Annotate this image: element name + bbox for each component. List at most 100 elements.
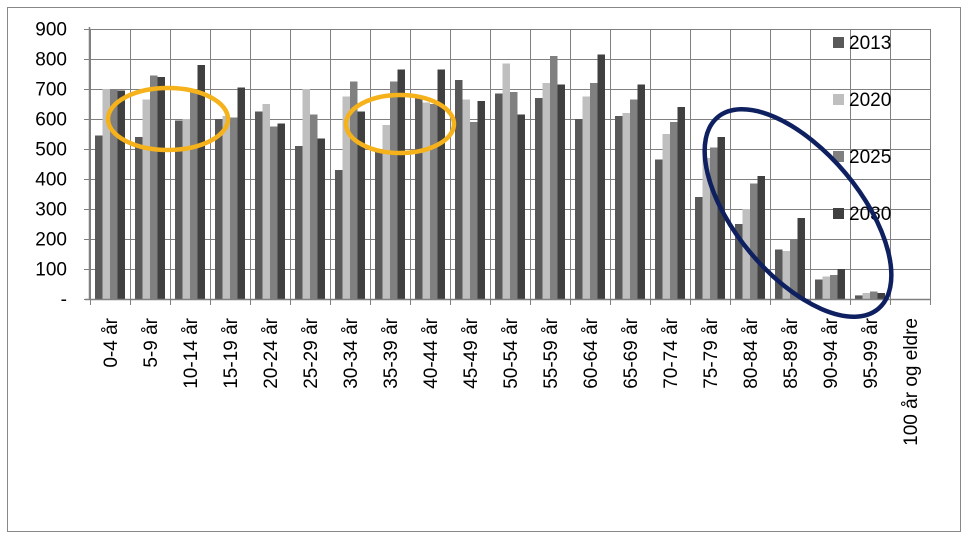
bar-2013-18 [815,279,823,299]
x-tick-label: 25-29 år [301,317,322,388]
bar-2030-6 [357,111,365,299]
bar-2025-2 [190,92,198,299]
bar-2025-3 [230,117,238,299]
bar-2025-9 [470,122,478,299]
bar-2025-12 [590,83,598,299]
bar-2013-9 [455,80,463,299]
bar-2013-6 [335,170,343,299]
legend: 2013 2020 2025 2030 [833,33,891,225]
bars [95,54,885,299]
bar-2013-8 [415,96,423,299]
bar-2030-15 [717,137,725,299]
y-tick-label: - [61,290,67,311]
bar-2030-9 [477,101,485,299]
x-tick-label: 90-94 år [821,317,842,388]
x-tick-label: 65-69 år [621,317,642,388]
x-tick-label: 95-99 år [861,317,882,388]
annotations [105,85,894,319]
x-tick-label: 15-19 år [221,317,242,388]
bar-2013-19 [855,295,863,299]
bar-2030-1 [157,77,165,299]
highlight-ellipse-elderly [702,107,894,319]
bar-2020-19 [862,293,870,299]
bar-2013-7 [375,152,383,299]
bar-2025-13 [630,99,638,299]
bar-2020-16 [742,209,750,299]
bar-2030-18 [837,269,845,299]
x-tick-label: 85-89 år [781,317,802,388]
x-tick-labels: 0-4 år 5-9 år 10-14 år 15-19 år 20-24 år 25-2… [101,317,922,445]
bar-2025-16 [750,183,758,299]
bar-2030-3 [237,87,245,299]
bar-2030-14 [677,107,685,299]
bar-2025-8 [430,104,438,299]
bar-2013-14 [655,159,663,299]
highlight-ellipse-5-9 [105,85,231,153]
bar-2020-13 [622,113,630,299]
bar-2030-17 [797,218,805,299]
bar-2025-1 [150,75,158,299]
legend-swatch-2013 [833,37,844,48]
bar-2020-5 [302,89,310,299]
bar-2020-3 [222,116,230,299]
bar-2020-2 [182,119,190,299]
y-tick-label: 100 [35,260,67,281]
x-tick-label: 55-59 år [541,317,562,388]
bar-2020-12 [582,96,590,299]
bar-2025-10 [510,92,518,299]
x-tick-label: 30-34 år [341,317,362,388]
bar-2020-8 [422,102,430,299]
legend-swatch-2020 [833,94,844,105]
bar-2020-9 [462,99,470,299]
bar-2030-19 [877,293,885,299]
bar-2030-7 [397,69,405,299]
bar-2030-4 [277,123,285,299]
bar-2013-3 [215,119,223,299]
bar-2013-1 [135,137,143,299]
bar-2013-5 [295,146,303,299]
bar-2030-5 [317,138,325,299]
y-tick-label: 500 [35,140,67,161]
x-tick-label: 50-54 år [501,317,522,388]
y-tick-label: 900 [35,20,67,41]
bar-2020-1 [142,99,150,299]
y-tick-label: 300 [35,200,67,221]
bar-2025-4 [270,126,278,299]
x-tick-label: 35-39 år [381,317,402,388]
bar-2013-2 [175,120,183,299]
x-tick-label: 75-79 år [701,317,722,388]
x-tick-label: 40-44 år [421,317,442,388]
x-tick-label: 20-24 år [261,317,282,388]
bar-2030-8 [437,69,445,299]
bar-2020-15 [702,158,710,299]
bar-2025-14 [670,122,678,299]
y-tick-label: 400 [35,170,67,191]
bar-2025-15 [710,147,718,299]
bar-2025-18 [830,275,838,299]
bar-2025-0 [110,89,118,299]
bar-2020-11 [542,83,550,299]
legend-swatch-2025 [833,151,844,162]
bar-2025-5 [310,114,318,299]
legend-label-2025: 2025 [849,147,891,168]
x-tick-label: 45-49 år [461,317,482,388]
bar-2013-11 [535,98,543,299]
bar-2030-12 [597,54,605,299]
x-tick-label: 10-14 år [181,317,202,388]
bar-2025-7 [390,81,398,299]
y-tick-label: 700 [35,80,67,101]
bar-2020-10 [502,63,510,299]
bar-2013-4 [255,111,263,299]
bar-2020-0 [102,89,110,299]
bar-2020-6 [342,96,350,299]
bar-2030-2 [197,65,205,299]
bar-2013-15 [695,197,703,299]
bar-2013-0 [95,135,103,299]
bar-2025-17 [790,239,798,299]
bar-2013-10 [495,93,503,299]
bar-2025-11 [550,56,558,299]
bar-2020-17 [782,251,790,299]
bar-2030-0 [117,90,125,299]
